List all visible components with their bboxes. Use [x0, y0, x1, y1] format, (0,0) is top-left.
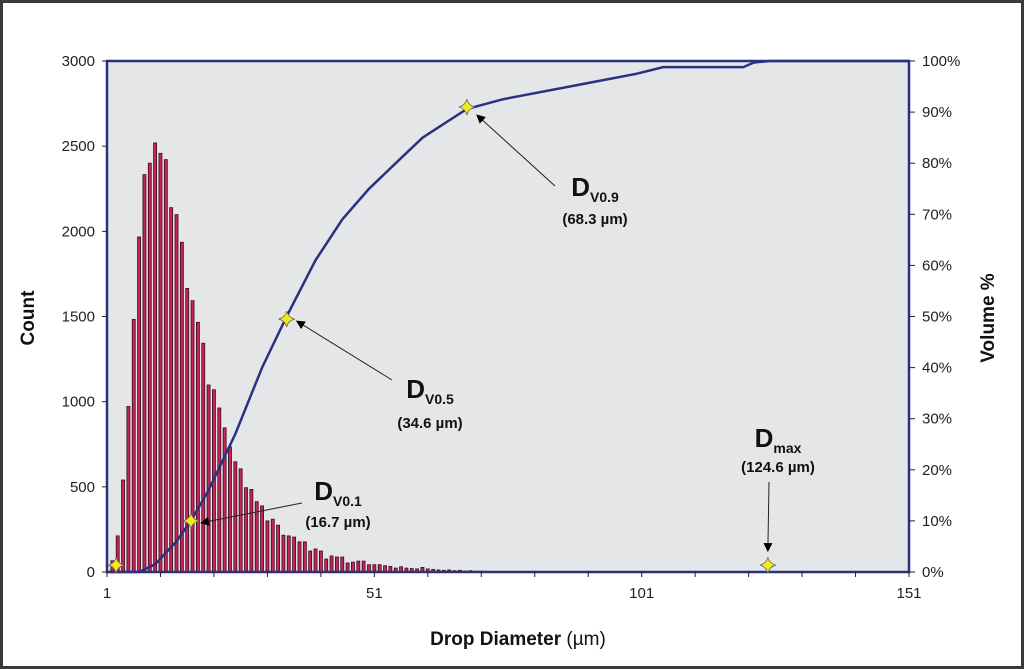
histogram-bar [153, 142, 158, 573]
histogram-bar [195, 321, 200, 573]
y2-tick-label: 40% [922, 360, 952, 377]
histogram-bar [147, 162, 152, 573]
histogram-bar [201, 342, 206, 573]
annotation-value: (16.7 µm) [305, 514, 370, 531]
annotation-arrow [200, 502, 303, 526]
star-marker-icon [107, 557, 125, 574]
histogram-bar [222, 427, 227, 573]
histogram-bar [351, 561, 355, 573]
histogram-bar [308, 550, 313, 573]
histogram-bar [174, 214, 179, 573]
histogram-bar [345, 562, 350, 573]
annotation-symbol: D [314, 476, 333, 506]
annotation-symbol: D [571, 172, 590, 202]
annotation-label: DV0.9 [571, 172, 619, 205]
histogram-bar [361, 560, 366, 573]
histogram-bar [265, 520, 270, 573]
annotation-label: DV0.5 [406, 374, 454, 407]
annotation-label: DV0.1 [314, 476, 362, 509]
annotation-arrow [476, 114, 556, 187]
histogram-bar [169, 207, 174, 573]
x-tick-label: 151 [896, 585, 921, 602]
y2-axis-title: Volume % [978, 273, 999, 362]
annotation-symbol: D [755, 423, 774, 453]
y-tick-label: 0 [87, 564, 95, 581]
y-tick-label: 500 [70, 479, 95, 496]
histogram-bar [131, 318, 136, 573]
histogram-bar [292, 536, 297, 573]
histogram-bar [318, 550, 323, 573]
histogram-bar [260, 505, 264, 573]
x-axis-title-unit: (µm) [566, 629, 605, 650]
star-marker-icon [759, 557, 776, 574]
y2-tick-label: 100% [922, 53, 960, 70]
histogram-bar [121, 479, 125, 573]
y2-tick-label: 90% [922, 104, 952, 121]
plot-area [107, 61, 909, 572]
y-tick-label: 2000 [62, 223, 95, 240]
y-axis-title: Count [18, 290, 39, 346]
histogram-bar [228, 446, 232, 573]
y2-tick-label: 60% [922, 257, 952, 274]
y2-tick-label: 30% [922, 411, 952, 428]
histogram-bar [329, 555, 334, 573]
histogram-bar [340, 556, 345, 573]
histogram-bar [163, 159, 168, 573]
histogram-bar [270, 518, 275, 573]
histogram-bar [313, 548, 318, 573]
annotation-value: (34.6 µm) [397, 415, 462, 432]
histogram-bar [276, 524, 280, 573]
histogram-bar [126, 406, 131, 573]
histogram-bar [137, 236, 141, 573]
annotation-subscript: V0.9 [590, 189, 619, 205]
y2-tick-label: 0% [922, 564, 944, 581]
y2-tick-label: 70% [922, 206, 952, 223]
histogram-bar [233, 461, 238, 573]
x-axis-title-main: Drop Diameter [430, 629, 562, 650]
x-axis-title: Drop Diameter (µm) [430, 629, 606, 650]
y-tick-label: 2500 [62, 138, 95, 155]
x-tick-label: 1 [103, 585, 111, 602]
annotation-subscript: max [773, 440, 801, 456]
x-tick-label: 51 [366, 585, 383, 602]
annotation-symbol: D [406, 374, 425, 404]
histogram-bar [190, 300, 195, 573]
annotation-subscript: V0.5 [425, 391, 454, 407]
annotation-subscript: V0.1 [333, 493, 362, 509]
histogram-bar [356, 560, 361, 573]
y2-tick-label: 50% [922, 309, 952, 326]
x-tick-label: 101 [629, 585, 654, 602]
y-tick-label: 3000 [62, 53, 95, 70]
histogram-bar [142, 174, 147, 573]
histogram-bar [335, 556, 339, 573]
annotation-arrow [295, 320, 393, 381]
annotation-value: (124.6 µm) [741, 459, 815, 476]
histogram-bar [244, 487, 248, 573]
y-tick-label: 1000 [62, 394, 95, 411]
annotation-value: (68.3 µm) [562, 211, 627, 228]
y2-tick-label: 80% [922, 155, 952, 172]
star-marker-icon [458, 98, 475, 116]
histogram-bar [206, 384, 211, 573]
histogram-bar [179, 241, 184, 573]
histogram-bar [217, 407, 222, 573]
annotation-label: Dmax [755, 423, 802, 456]
annotation-arrow [763, 481, 773, 553]
histogram-bar [297, 541, 302, 573]
histogram-bar [158, 152, 163, 573]
star-marker-icon [182, 512, 200, 529]
histogram-bar [249, 488, 254, 573]
histogram-bar [238, 468, 243, 573]
histogram-bar [324, 558, 329, 573]
histogram-bar [281, 534, 286, 573]
histogram-bar [286, 535, 291, 573]
y2-tick-label: 20% [922, 462, 952, 479]
star-marker-icon [278, 310, 295, 328]
histogram-bar [302, 541, 307, 573]
y2-tick-label: 10% [922, 513, 952, 530]
y-tick-label: 1500 [62, 309, 95, 326]
